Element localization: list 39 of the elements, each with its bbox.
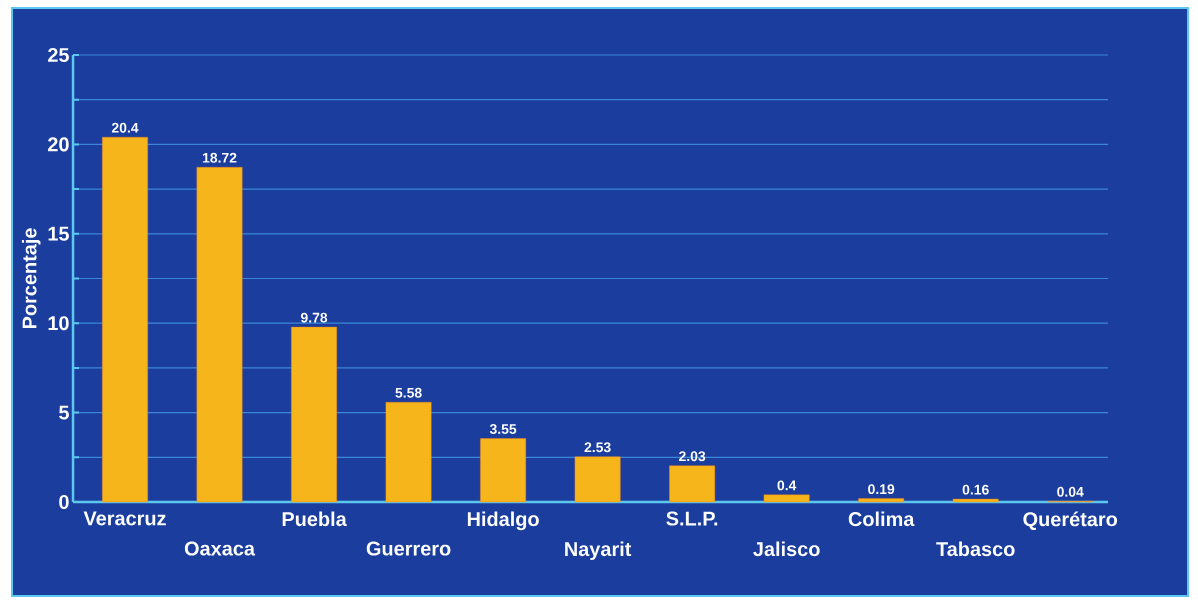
- data-label: 18.72: [202, 152, 237, 163]
- x-tick-label: Hidalgo: [467, 511, 539, 531]
- bar: [952, 498, 999, 503]
- bar: [669, 465, 716, 503]
- data-label: 9.78: [300, 312, 328, 323]
- x-tick-label: Puebla: [282, 511, 347, 527]
- bar: [858, 498, 905, 503]
- y-tick-label: 20: [48, 137, 69, 152]
- data-label: 3.55: [489, 424, 517, 434]
- bar: [480, 438, 526, 503]
- y-axis-title: Porcentaje: [21, 228, 41, 329]
- data-label: 2.53: [584, 442, 611, 453]
- data-label: 0.4: [777, 480, 797, 491]
- x-tick-label: S.L.P.: [666, 511, 718, 526]
- x-tick-label: Nayarit: [565, 541, 632, 561]
- data-label: 0.19: [868, 484, 895, 495]
- y-tick-label: 25: [48, 47, 69, 63]
- bar: [291, 326, 337, 503]
- x-tick-label: Tabasco: [936, 541, 1015, 557]
- data-label: 20.4: [111, 122, 139, 133]
- bar: [574, 456, 621, 503]
- x-tick-label: Veracruz: [83, 511, 166, 526]
- x-tick-label: Querétaro: [1023, 511, 1118, 531]
- bar: [196, 167, 243, 503]
- bar: [763, 494, 810, 503]
- bar: [102, 137, 148, 503]
- x-tick-label: Colima: [848, 511, 915, 527]
- y-tick-label: 5: [59, 405, 69, 420]
- x-tick-label: Oaxaca: [184, 541, 256, 556]
- y-tick-label: 10: [48, 316, 69, 331]
- data-label: 5.58: [395, 387, 422, 398]
- y-tick-label: 15: [48, 226, 69, 241]
- data-label: 0.16: [962, 484, 989, 495]
- y-tick-label: 0: [59, 494, 69, 510]
- x-tick-label: Guerrero: [366, 541, 451, 556]
- data-label: 2.03: [679, 451, 706, 462]
- bar: [385, 402, 432, 503]
- data-label: 0.04: [1057, 486, 1084, 497]
- x-tick-label: Jalisco: [753, 541, 820, 557]
